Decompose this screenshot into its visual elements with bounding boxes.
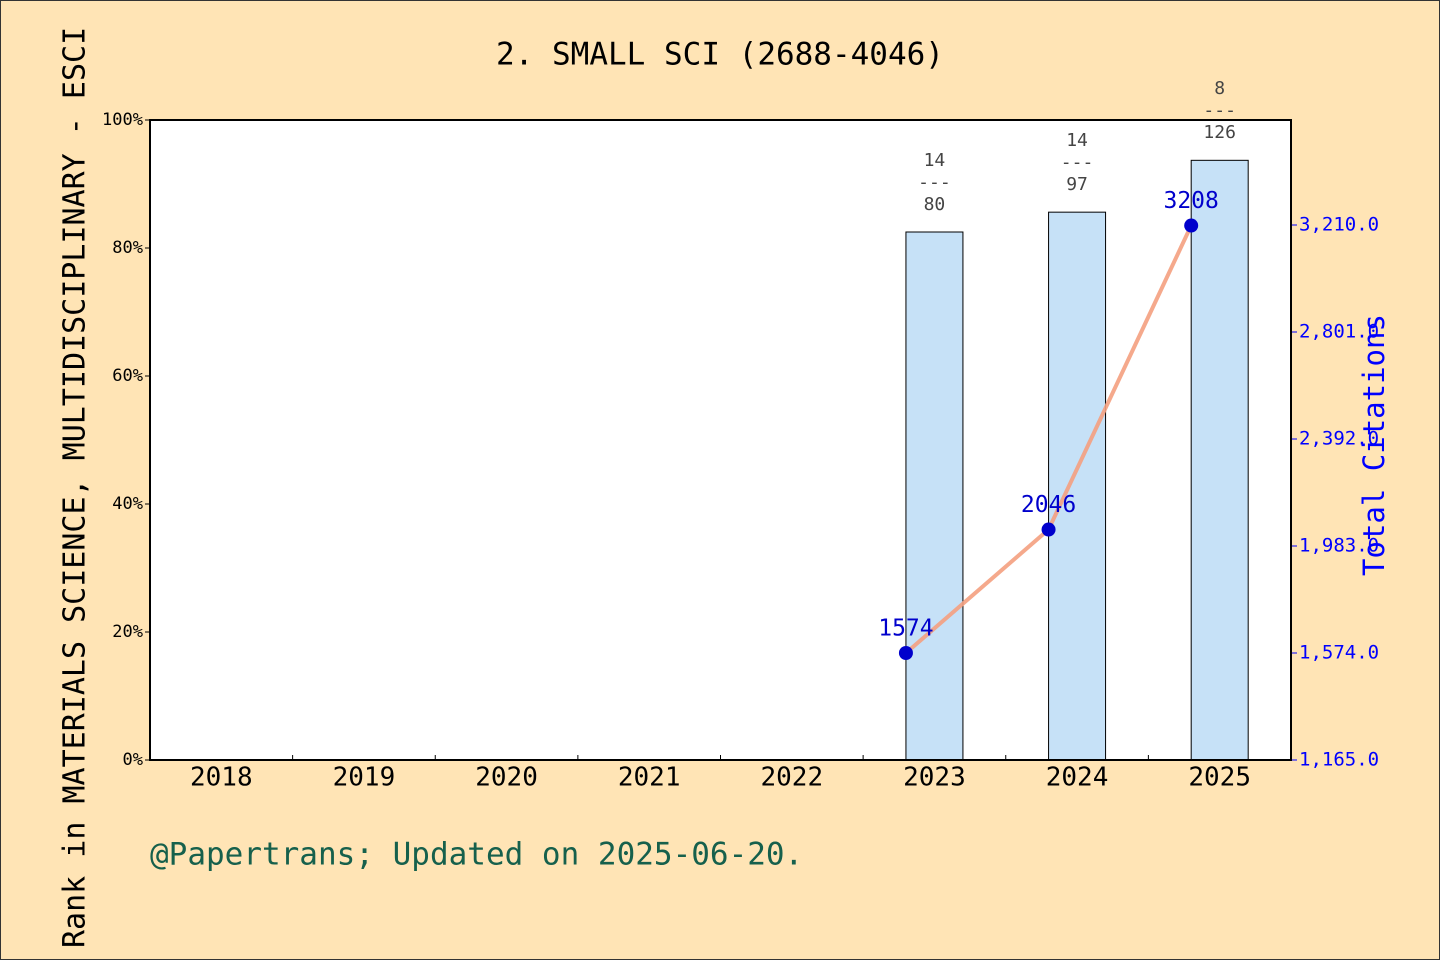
citation-point [1184, 218, 1199, 233]
y-tick-label: 100% [102, 110, 143, 130]
y2-tick-label: 3,210.0 [1299, 214, 1379, 236]
plot-area [150, 120, 1291, 760]
y2-tick-label: 1,983.0 [1299, 535, 1379, 557]
y-tick-label: 0% [123, 750, 143, 770]
chart-title: 2. SMALL SCI (2688-4046) [496, 37, 944, 73]
bar-value-label: 14 --- 97 [1060, 130, 1094, 196]
x-tick-label: 2019 [333, 763, 396, 793]
x-tick-label: 2023 [903, 763, 966, 793]
plot-border [149, 119, 1292, 761]
x-tick-label: 2021 [618, 763, 681, 793]
x-tick-label: 2024 [1046, 763, 1109, 793]
y2-axis-label: Total Citations [1357, 314, 1391, 576]
y2-tick-label: 1,165.0 [1299, 749, 1379, 771]
x-tick-label: 2018 [190, 763, 253, 793]
bar [1190, 159, 1249, 761]
y-tick-label: 60% [112, 366, 143, 386]
x-tick-label: 2025 [1188, 763, 1251, 793]
y-tick-label: 40% [112, 494, 143, 514]
y-tick-label: 80% [112, 238, 143, 258]
bar-value-label: 14 --- 80 [918, 150, 951, 215]
bar [905, 231, 964, 761]
y-axis-label: Rank in MATERIALS SCIENCE, MULTIDISCIPLI… [58, 27, 93, 948]
y2-tick-label: 2,801.0 [1299, 321, 1379, 343]
citation-point [1041, 522, 1056, 537]
bar [1048, 211, 1107, 761]
y2-tick-label: 1,574.0 [1299, 642, 1379, 664]
bar-value-label: 8 --- 126 [1203, 78, 1236, 144]
citation-label: 1574 [878, 616, 933, 642]
footer: @Papertrans; Updated on 2025-06-20. [150, 837, 803, 873]
citation-label: 2046 [1021, 492, 1076, 518]
citation-point [898, 646, 913, 661]
x-tick-label: 2022 [761, 763, 824, 793]
y-tick-label: 20% [112, 622, 143, 642]
y2-tick-label: 2,392.0 [1299, 428, 1379, 450]
x-tick-label: 2020 [475, 763, 538, 793]
citation-label: 3208 [1163, 188, 1218, 214]
